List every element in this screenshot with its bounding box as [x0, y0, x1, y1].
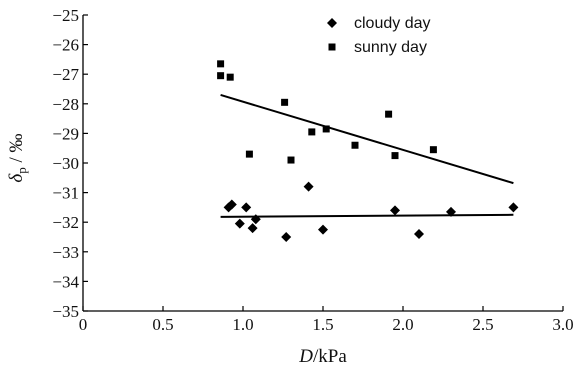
cloudy-day-point: [414, 229, 424, 240]
fit-line: [220, 213, 514, 218]
y-tick-label: −34: [52, 272, 79, 291]
cloudy-day-point: [226, 199, 237, 210]
cloudy-day-point: [508, 202, 519, 213]
x-tick-label: 0: [79, 315, 88, 334]
y-tick-label: −29: [52, 124, 79, 143]
cloudy-day-point: [303, 181, 314, 192]
cloudy-day-point: [250, 214, 261, 225]
legend-label-cloudy-day: cloudy day: [354, 15, 431, 32]
y-tick-label: −32: [52, 213, 79, 232]
sunny-day-point: [322, 125, 330, 133]
cloudy-day-point: [390, 205, 400, 216]
y-tick-label: −27: [52, 65, 79, 84]
cloudy-day-point: [281, 232, 292, 242]
y-tick-label: −25: [52, 6, 79, 25]
y-tick-label: −28: [52, 95, 79, 114]
sunny-day-point: [385, 110, 393, 118]
cloudy-day-point: [318, 224, 328, 235]
data-points: [217, 60, 519, 242]
x-tick-label: 2.0: [392, 315, 413, 334]
y-tick-label: −33: [52, 243, 79, 262]
sunny-day-point: [245, 150, 253, 158]
x-tick-label: 2.5: [472, 315, 493, 334]
axes: 0 0.5 1.0 1.5 2.0 2.5 3.0 −25 −26 −27 −28 −29 −30 −31…: [52, 6, 573, 334]
y-tick-label: −31: [52, 184, 79, 203]
fit-lines: [220, 93, 514, 218]
x-tick-label: 1.0: [232, 315, 253, 334]
sunny-day-point: [287, 156, 295, 164]
cloudy-day-point: [247, 223, 258, 234]
cloudy-day-point: [241, 202, 252, 213]
sunny-day-point: [308, 128, 316, 136]
y-tick-label: −26: [52, 36, 79, 55]
legend-label-sunny-day: sunny day: [354, 39, 427, 56]
sunny-day-point: [217, 60, 225, 68]
y-tick-label: −35: [52, 302, 79, 321]
sunny-day-point: [217, 72, 225, 80]
fit-line: [220, 93, 514, 185]
y-axis-label: δp / ‰: [6, 133, 29, 182]
legend-square-marker: [328, 43, 336, 51]
x-tick-label: 3.0: [552, 315, 573, 334]
x-tick-label: 0.5: [152, 315, 173, 334]
legend-diamond-marker: [327, 18, 337, 28]
sunny-day-point: [281, 98, 289, 106]
sunny-day-point: [226, 73, 234, 81]
y-tick-label: −30: [52, 154, 79, 173]
sunny-day-point: [351, 141, 359, 149]
cloudy-day-point: [446, 206, 456, 217]
x-axis-label: D/kPa: [298, 346, 347, 367]
x-tick-label: 1.5: [312, 315, 333, 334]
sunny-day-point: [429, 146, 437, 154]
legend: cloudy day sunny day: [327, 15, 431, 56]
cloudy-day-point: [234, 218, 245, 229]
sunny-day-point: [391, 152, 399, 160]
